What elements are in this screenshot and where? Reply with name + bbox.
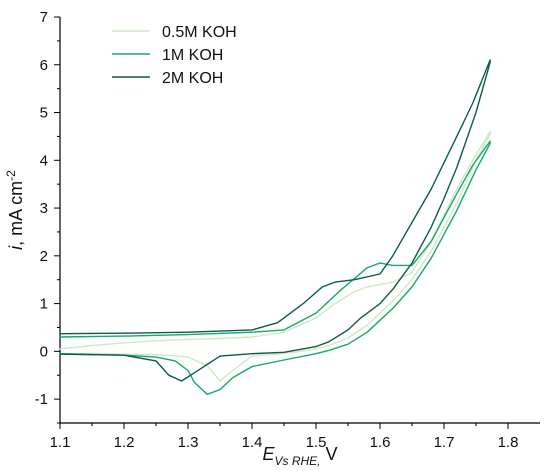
- x-axis-title-unit: V: [321, 444, 338, 464]
- x-tick-label: 1.4: [242, 434, 263, 451]
- x-axis-title-main: E: [262, 444, 275, 464]
- x-tick-label: 1.5: [306, 434, 327, 451]
- x-tick-label: 1.3: [178, 434, 199, 451]
- y-axis-title: i, mA cm-2: [4, 170, 26, 250]
- legend: 0.5M KOH 1M KOH 2M KOH: [112, 24, 237, 87]
- x-tick-label: 1.2: [114, 434, 135, 451]
- y-tick-label: 4: [40, 152, 48, 169]
- y-axis-title-main: i: [6, 245, 26, 250]
- y-axis-title-sup: -2: [4, 170, 18, 181]
- legend-label-1: 0.5M KOH: [162, 24, 237, 41]
- series-line-3: [59, 59, 491, 382]
- series-lines: [59, 59, 491, 395]
- x-tick-label: 1.1: [50, 434, 71, 451]
- axes-group: 1.1 1.2 1.3 1.4 1.5 1.6 1.7 1.8 -1 0 1 2 3 4 5 6 7: [35, 9, 540, 451]
- y-tick-label: 0: [40, 343, 48, 360]
- y-tick-label: 7: [40, 9, 48, 26]
- series-line-1: [59, 130, 491, 382]
- y-tick-label: 5: [40, 105, 48, 122]
- x-tick-label: 1.7: [434, 434, 455, 451]
- y-axis-title-rest: , mA cm: [6, 181, 26, 246]
- x-axis-title-sub: Vs RHE,: [274, 454, 320, 468]
- x-tick-label: 1.6: [370, 434, 391, 451]
- y-tick-label: 2: [40, 248, 48, 265]
- legend-label-3: 2M KOH: [162, 70, 223, 87]
- y-tick-label: -1: [35, 391, 48, 408]
- x-axis-title: EVs RHE, V: [262, 444, 337, 468]
- y-tick-label: 3: [40, 200, 48, 217]
- y-tick-label: 6: [40, 57, 48, 74]
- x-tick-label: 1.8: [498, 434, 519, 451]
- y-tick-label: 1: [40, 296, 48, 313]
- legend-label-2: 1M KOH: [162, 47, 223, 64]
- series-line-2: [59, 140, 491, 395]
